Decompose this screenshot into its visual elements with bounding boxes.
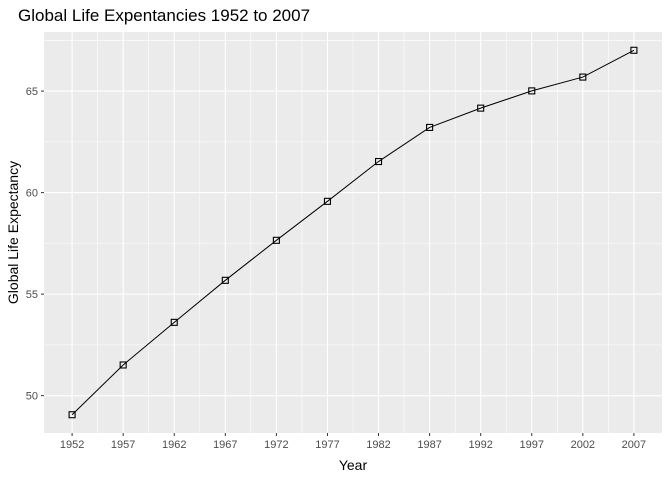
data-point: [477, 104, 485, 112]
x-tick-label: 1967: [213, 439, 237, 451]
x-tick-label: 1992: [468, 439, 492, 451]
data-point: [323, 197, 332, 205]
chart-title: Global Life Expentancies 1952 to 2007: [18, 6, 311, 25]
x-tick-label: 1977: [315, 439, 339, 451]
y-tick-label: 55: [26, 289, 38, 301]
series: [68, 46, 638, 419]
data-point: [272, 236, 280, 244]
y-axis-title: Global Life Expectancy: [5, 161, 21, 304]
series-line: [71, 49, 635, 416]
grid: [44, 32, 662, 433]
x-tick-label: 1957: [111, 439, 135, 451]
y-tick-label: 65: [26, 86, 38, 98]
data-point: [170, 318, 178, 326]
x-tick-label: 1962: [162, 439, 186, 451]
x-tick-label: 1952: [60, 439, 84, 451]
x-tick-label: 1997: [520, 439, 544, 451]
x-tick-label: 1972: [264, 439, 288, 451]
x-tick-label: 2007: [622, 439, 646, 451]
data-point: [426, 123, 434, 131]
x-tick-label: 1982: [366, 439, 390, 451]
data-point: [374, 157, 383, 166]
data-point: [528, 87, 536, 95]
y-tick-label: 50: [26, 391, 38, 403]
data-point: [119, 361, 127, 369]
x-tick-label: 1987: [417, 439, 441, 451]
data-point: [221, 276, 229, 284]
data-point: [68, 411, 76, 419]
data-point: [630, 46, 638, 54]
data-point: [579, 73, 587, 81]
y-tick-label: 60: [26, 188, 38, 200]
axis-ticks: 1952 1957 1962 1967 1972 1977 1982 1987 1992 1997…: [26, 86, 646, 451]
x-tick-label: 2002: [571, 439, 595, 451]
x-axis-title: Year: [339, 457, 368, 473]
